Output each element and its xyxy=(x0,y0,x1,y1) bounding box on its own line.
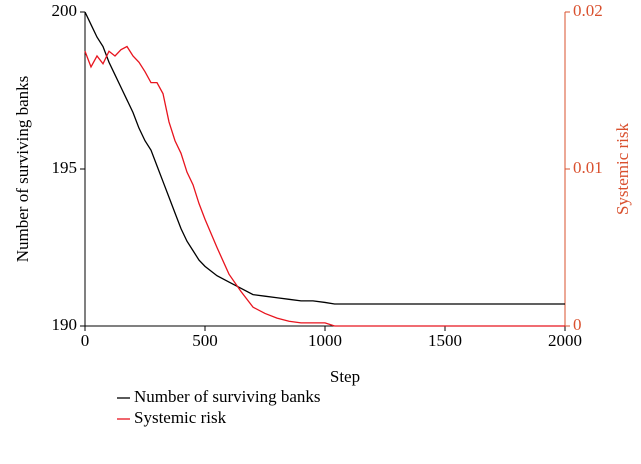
x-tick-label: 1500 xyxy=(428,331,462,350)
x-tick-label: 500 xyxy=(192,331,218,350)
legend-label: Systemic risk xyxy=(134,408,227,427)
y2-tick-label: 0.02 xyxy=(573,1,603,20)
y-tick-label: 195 xyxy=(52,158,78,177)
x-tick-label: 2000 xyxy=(548,331,582,350)
series-line xyxy=(84,45,565,327)
y2-tick-label: 0.01 xyxy=(573,158,603,177)
x-tick-label: 0 xyxy=(81,331,90,350)
x-axis-label: Step xyxy=(330,367,360,386)
legend-label: Number of surviving banks xyxy=(134,387,321,406)
y-tick-label: 190 xyxy=(52,315,78,334)
y-axis-label: Number of surviving banks xyxy=(13,76,32,263)
x-tick-label: 1000 xyxy=(308,331,342,350)
series-line xyxy=(84,11,565,305)
y-tick-label: 200 xyxy=(52,1,78,20)
y2-tick-label: 0 xyxy=(573,315,582,334)
y2-axis-label: Systemic risk xyxy=(613,122,632,215)
